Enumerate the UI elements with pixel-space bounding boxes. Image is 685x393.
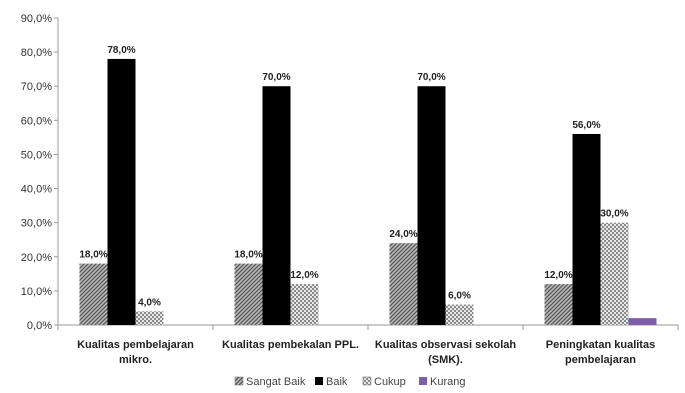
- y-tick-label: 20,0%: [21, 252, 52, 264]
- legend-label: Kurang: [430, 376, 465, 388]
- legend-label: Baik: [326, 376, 348, 388]
- bar-baik: [417, 86, 446, 325]
- y-tick-label: 50,0%: [21, 149, 52, 161]
- data-label: 56,0%: [572, 120, 600, 131]
- y-tick-label: 80,0%: [21, 47, 52, 59]
- data-label: 4,0%: [138, 297, 161, 308]
- category-label: Kualitas pembelajaran: [77, 339, 194, 351]
- category-label: Kualitas pembekalan PPL.: [222, 339, 359, 351]
- y-tick-label: 40,0%: [21, 184, 52, 196]
- data-label: 24,0%: [389, 229, 417, 240]
- data-label: 18,0%: [79, 250, 107, 261]
- data-label: 6,0%: [448, 291, 471, 302]
- bar-sangat-baik: [389, 243, 418, 325]
- data-label: 78,0%: [107, 45, 135, 56]
- data-label: 18,0%: [234, 250, 262, 261]
- data-labels: 18,0% 78,0% 4,0% 18,0% 70,0% 12,0% 24,0% 70,0% 6…: [79, 45, 628, 308]
- legend-swatch: [362, 376, 372, 386]
- category-label: pembelajaran: [565, 354, 636, 366]
- bar-cukup: [445, 304, 474, 325]
- bar-cukup: [600, 222, 629, 325]
- category-label: mikro.: [119, 354, 152, 366]
- legend-label: Sangat Baik: [246, 376, 306, 388]
- y-tick-label: 30,0%: [21, 218, 52, 230]
- y-tick-label: 0,0%: [27, 320, 52, 332]
- bars: [79, 58, 657, 325]
- data-label: 12,0%: [290, 270, 318, 281]
- y-tick-label: 70,0%: [21, 81, 52, 93]
- bar-sangat-baik: [79, 263, 108, 325]
- bar-kurang: [628, 318, 657, 325]
- category-labels: Kualitas pembelajaran mikro. Kualitas pemb…: [77, 339, 655, 366]
- data-label: 70,0%: [262, 72, 290, 83]
- legend: Sangat Baik Baik Cukup Kurang: [234, 376, 465, 388]
- bar-sangat-baik: [544, 284, 573, 325]
- category-label: Peningkatan kualitas: [546, 339, 655, 351]
- data-label: 70,0%: [417, 72, 445, 83]
- legend-swatch: [419, 377, 427, 385]
- bar-baik: [572, 133, 601, 325]
- data-label: 12,0%: [544, 270, 572, 281]
- bar-baik: [107, 58, 136, 325]
- legend-label: Cukup: [374, 376, 406, 388]
- bar-sangat-baik: [234, 263, 263, 325]
- category-label: Kualitas observasi sekolah: [375, 339, 517, 351]
- bar-cukup: [290, 284, 319, 325]
- bar-cukup: [135, 311, 164, 325]
- legend-swatch: [234, 376, 244, 386]
- category-label: (SMK).: [428, 354, 463, 366]
- y-tick-label: 10,0%: [21, 286, 52, 298]
- data-label: 30,0%: [600, 209, 628, 220]
- bar-baik: [262, 86, 291, 325]
- y-tick-label: 90,0%: [21, 13, 52, 25]
- legend-swatch: [315, 377, 323, 385]
- y-tick-label: 60,0%: [21, 115, 52, 127]
